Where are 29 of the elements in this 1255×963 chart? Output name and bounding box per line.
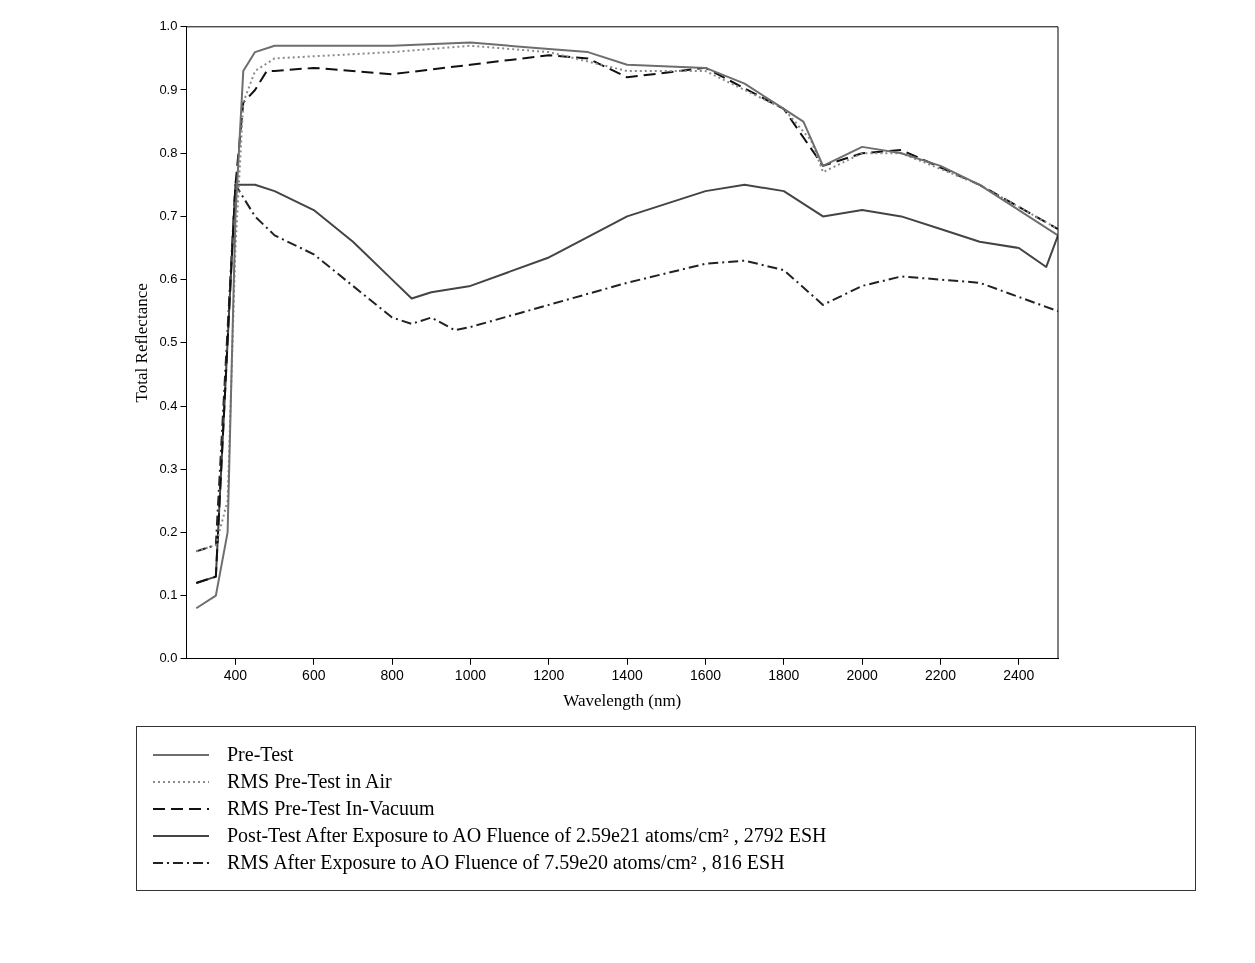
y-tick-label: 0.0 [159,650,178,666]
x-tick-label: 2000 [846,667,878,684]
x-axis-title: Wavelength (nm) [563,691,682,711]
y-tick-label: 0.5 [159,334,178,350]
y-axis-title: Total Reflectance [131,283,151,403]
legend-label: Post-Test After Exposure to AO Fluence of 2.59e21 atoms/cm² , 2792 ESH [227,824,827,847]
x-tick-label: 600 [302,667,326,684]
x-tick-label: 1400 [611,667,643,684]
y-tick-label: 0.6 [159,271,178,287]
y-tick-label: 0.9 [159,81,178,97]
x-tick-label: 2400 [1003,667,1035,684]
x-tick-label: 800 [380,667,405,684]
y-tick-label: 0.4 [159,397,178,413]
x-tick-label: 1000 [454,667,487,684]
legend-label: RMS Pre-Test In-Vacuum [227,797,435,820]
y-tick-label: 0.8 [159,144,178,160]
x-tick-label: 1600 [689,667,722,684]
x-tick-label: 2200 [924,667,957,684]
legend-label: Pre-Test [227,743,294,766]
y-tick-label: 0.1 [159,587,178,603]
x-tick-label: 400 [223,667,248,684]
y-tick-label: 0.2 [159,523,178,539]
x-tick-label: 1800 [768,667,800,684]
legend-label: RMS Pre-Test in Air [227,770,392,793]
legend-label: RMS After Exposure to AO Fluence of 7.59e20 atoms/cm² , 816 ESH [227,851,785,874]
y-tick-label: 1.0 [159,18,178,34]
y-tick-label: 0.7 [159,207,178,223]
x-tick-label: 1200 [533,667,565,684]
y-tick-label: 0.3 [159,460,178,476]
